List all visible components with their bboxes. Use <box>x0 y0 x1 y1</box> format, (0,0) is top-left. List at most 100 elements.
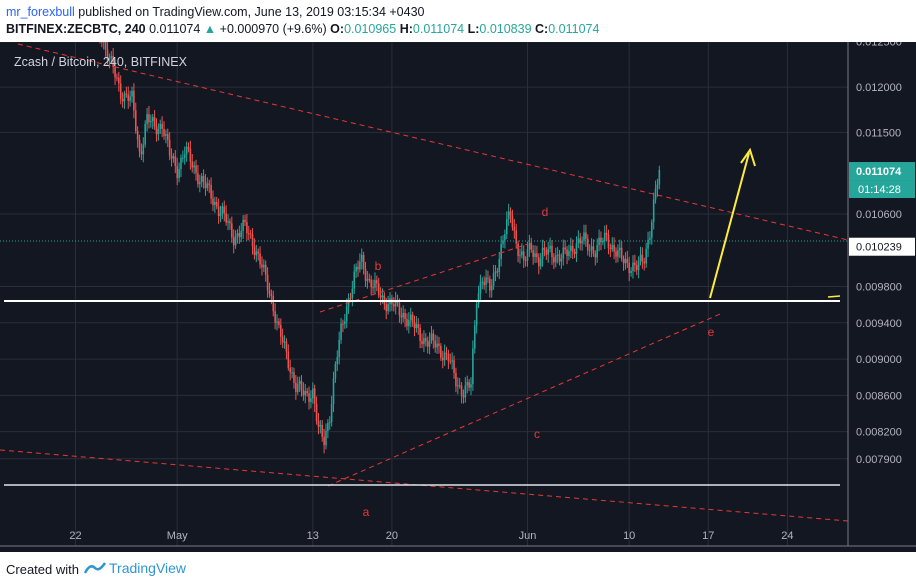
wave-label-c: c <box>534 427 540 441</box>
candle-body-330 <box>639 254 642 262</box>
candle-body-80 <box>168 140 171 156</box>
last-price-badge <box>849 162 915 181</box>
candle-body-233 <box>457 385 459 387</box>
countdown-badge <box>849 180 915 199</box>
candle-body-131 <box>264 264 267 275</box>
candle-body-288 <box>560 258 563 262</box>
candle-body-162 <box>323 436 325 446</box>
chart-footer: Created with TradingView <box>0 552 916 586</box>
candle-body-293 <box>570 245 572 251</box>
candle-body-113 <box>231 223 233 238</box>
candle-body-164 <box>327 422 329 431</box>
candle-body-82 <box>172 156 175 159</box>
wave-label-e: e <box>708 325 715 339</box>
candle-body-319 <box>618 247 621 251</box>
candle-body-306 <box>594 253 597 258</box>
candle-body-294 <box>571 245 574 252</box>
time-axis[interactable]: 22 May 13 20 Jun 10 17 24 <box>0 530 916 552</box>
candle-body-47 <box>106 49 109 61</box>
candle-body-299 <box>581 240 583 244</box>
candle-body-242 <box>473 325 476 349</box>
candle-body-304 <box>590 246 593 250</box>
candle-body-171 <box>340 323 342 340</box>
candle-body-277 <box>539 258 542 267</box>
candle-body-96 <box>199 181 201 185</box>
candle-body-285 <box>554 255 557 263</box>
candle-body-289 <box>562 247 565 259</box>
candle-body-87 <box>182 157 184 159</box>
candle-body-206 <box>406 319 408 327</box>
candle-body-151 <box>302 390 305 396</box>
candle-body-272 <box>530 242 533 251</box>
candle-body-183 <box>362 254 365 269</box>
candle-body-75 <box>159 123 162 129</box>
candle-body-221 <box>434 340 437 348</box>
chart-background <box>0 42 916 552</box>
candle-body-49 <box>110 55 113 59</box>
candle-body-323 <box>626 258 629 263</box>
candle-body-74 <box>157 128 160 135</box>
candle-body-226 <box>443 352 446 361</box>
candle-body-204 <box>402 312 404 318</box>
candle-body-232 <box>455 372 457 387</box>
high-label: H: <box>399 22 413 36</box>
chart-grid <box>0 42 848 546</box>
candle-body-119 <box>242 219 244 231</box>
candle-body-109 <box>223 206 226 214</box>
candle-body-63 <box>136 131 139 140</box>
candle-body-262 <box>511 215 514 228</box>
candle-body-67 <box>144 123 146 145</box>
price-axis[interactable]: 0.0140000.0135000.0130000.0125000.012000… <box>847 42 916 552</box>
candle-body-178 <box>353 271 356 289</box>
candle-body-83 <box>174 156 177 166</box>
support-tick-mark <box>827 295 841 298</box>
candle-body-271 <box>528 242 531 249</box>
candle-body-257 <box>502 240 504 245</box>
close-label: C: <box>535 22 549 36</box>
candle-body-55 <box>121 98 124 102</box>
time-axis-background <box>0 546 916 552</box>
candle-body-252 <box>492 273 495 286</box>
candle-body-324 <box>628 262 630 274</box>
candle-body-249 <box>487 277 489 279</box>
candle-body-176 <box>349 298 352 300</box>
author-username[interactable]: mr_forexbull <box>6 5 75 19</box>
candle-body-153 <box>306 390 308 394</box>
candle-body-243 <box>475 304 478 326</box>
candle-body-45 <box>102 42 105 43</box>
candle-body-245 <box>479 282 482 294</box>
candle-body-99 <box>204 182 207 189</box>
candle-body-76 <box>161 123 163 129</box>
candle-body-114 <box>232 237 235 246</box>
candle-body-138 <box>278 321 280 325</box>
candle-body-51 <box>114 66 116 78</box>
candle-body-110 <box>225 213 227 223</box>
candle-body-313 <box>607 234 610 249</box>
candle-body-265 <box>517 243 519 256</box>
candle-body-258 <box>504 234 506 241</box>
candle-body-71 <box>151 117 154 122</box>
candle-body-327 <box>634 262 636 266</box>
price-chart[interactable]: a b c d e Zcash / Bitcoin, 240, BITFINEX 0.0… <box>0 42 916 552</box>
candle-body-191 <box>377 283 380 296</box>
tradingview-brand[interactable]: TradingView <box>84 560 186 576</box>
candle-body-278 <box>541 247 544 259</box>
close-value: 0.011074 <box>548 22 600 36</box>
candle-body-317 <box>615 251 617 257</box>
candle-body-225 <box>441 357 444 361</box>
candle-body-333 <box>645 248 647 264</box>
candle-body-106 <box>217 206 220 217</box>
candle-body-214 <box>421 340 423 344</box>
candle-body-215 <box>423 338 425 344</box>
candle-body-190 <box>376 280 378 284</box>
candle-body-281 <box>547 248 550 255</box>
candle-body-111 <box>227 221 229 223</box>
candle-body-62 <box>134 110 137 132</box>
candle-body-244 <box>477 293 480 305</box>
candle-body-270 <box>526 248 529 261</box>
candle-body-123 <box>249 233 252 235</box>
candle-body-185 <box>366 279 369 281</box>
candle-body-308 <box>598 237 600 245</box>
candle-body-268 <box>522 251 525 261</box>
chart-header: mr_forexbull published on TradingView.co… <box>0 0 916 42</box>
